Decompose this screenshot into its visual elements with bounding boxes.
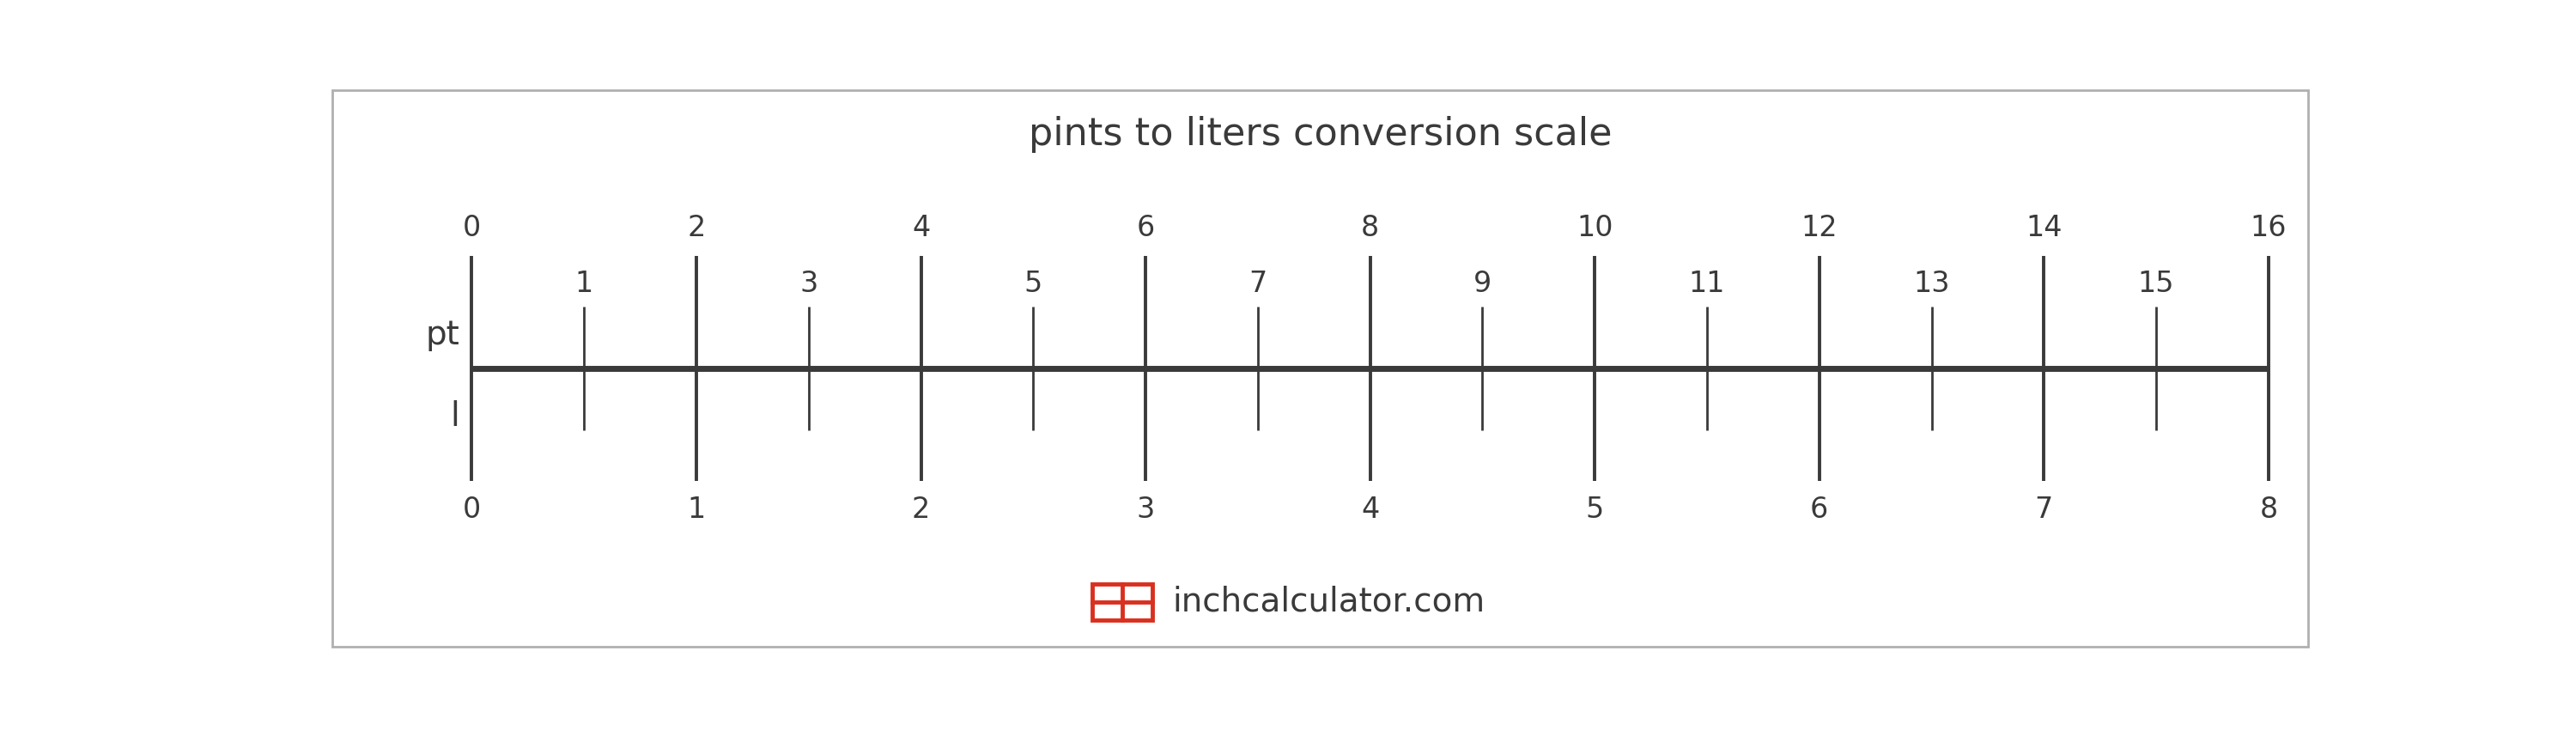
Text: 4: 4 xyxy=(1360,495,1378,523)
Text: 12: 12 xyxy=(1801,214,1837,242)
Text: pt: pt xyxy=(425,318,459,351)
Text: l: l xyxy=(451,400,459,433)
Text: 9: 9 xyxy=(1473,270,1492,299)
Text: 16: 16 xyxy=(2251,214,2287,242)
Text: 10: 10 xyxy=(1577,214,1613,242)
Text: 11: 11 xyxy=(1690,270,1726,299)
Text: 0: 0 xyxy=(464,495,482,523)
Text: 0: 0 xyxy=(464,214,482,242)
Text: 7: 7 xyxy=(1249,270,1267,299)
Text: 2: 2 xyxy=(688,214,706,242)
Text: 4: 4 xyxy=(912,214,930,242)
Text: 1: 1 xyxy=(574,270,592,299)
Bar xyxy=(1092,584,1151,620)
Text: pints to liters conversion scale: pints to liters conversion scale xyxy=(1028,116,1613,153)
Text: 5: 5 xyxy=(1587,495,1605,523)
Text: inchcalculator.com: inchcalculator.com xyxy=(1172,585,1486,618)
Text: 1: 1 xyxy=(688,495,706,523)
Text: 13: 13 xyxy=(1914,270,1950,299)
Text: 8: 8 xyxy=(1360,214,1378,242)
Text: 15: 15 xyxy=(2138,270,2174,299)
Text: 3: 3 xyxy=(799,270,817,299)
Text: 14: 14 xyxy=(2025,214,2063,242)
Text: 6: 6 xyxy=(1136,214,1154,242)
Text: 2: 2 xyxy=(912,495,930,523)
Text: 7: 7 xyxy=(2035,495,2053,523)
Text: 6: 6 xyxy=(1811,495,1829,523)
Text: 5: 5 xyxy=(1025,270,1043,299)
Text: 3: 3 xyxy=(1136,495,1154,523)
Text: 8: 8 xyxy=(2259,495,2277,523)
